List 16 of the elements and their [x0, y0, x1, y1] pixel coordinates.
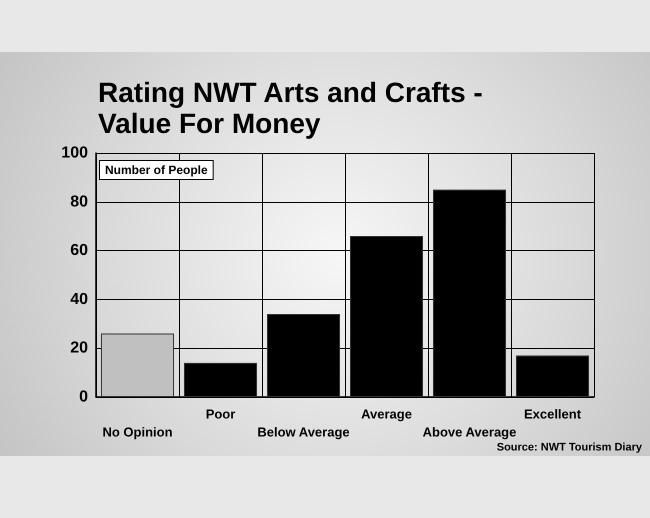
- bar: [100, 334, 174, 397]
- y-axis-title: Number of People: [105, 163, 208, 177]
- y-tick-label: 40: [70, 290, 88, 308]
- x-tick-label: Average: [361, 406, 412, 422]
- y-tick-label: 80: [70, 193, 88, 210]
- x-tick-label: Excellent: [524, 406, 582, 422]
- source-note: Source: NWT Tourism Diary: [496, 442, 643, 454]
- y-tick-label: 20: [70, 340, 88, 357]
- x-tick-label: Poor: [206, 406, 236, 422]
- y-tick-label: 100: [61, 144, 88, 162]
- x-tick-label: No Opinion: [102, 424, 173, 440]
- x-tick-label: Below Average: [257, 424, 350, 440]
- y-tick-label: 60: [70, 242, 88, 260]
- chart-title: Rating NWT Arts and Crafts - Value For Money: [98, 77, 483, 139]
- y-tick-label: 0: [79, 388, 88, 406]
- x-tick-label: Above Average: [422, 424, 516, 440]
